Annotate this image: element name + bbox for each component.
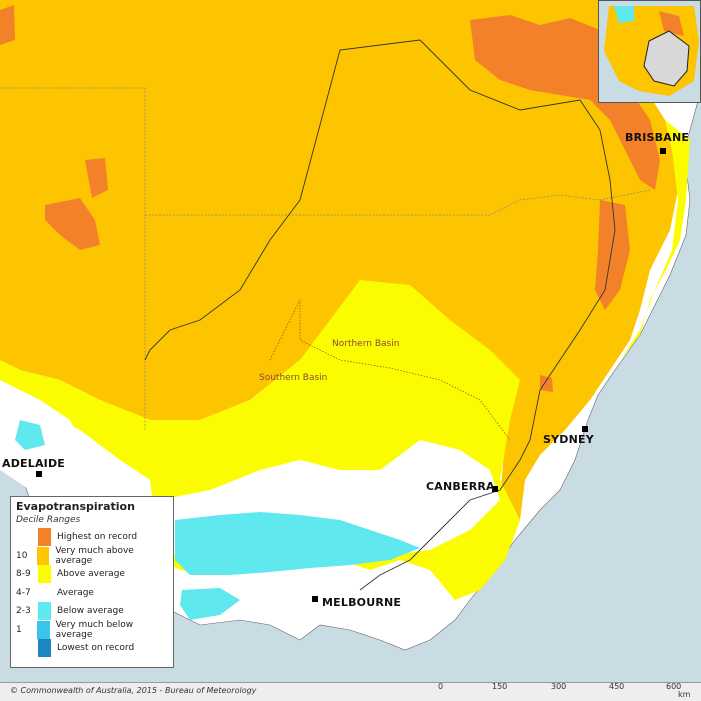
zone-highest-n [0,5,15,45]
legend-code: 8-9 [16,569,31,580]
legend-code: 10 [16,550,28,561]
state-borders [0,87,651,430]
legend-row: 8-9 Above average [16,565,168,584]
zone-very-much-above [0,0,678,590]
sydney-marker [582,426,588,432]
zone-highest-w2 [85,158,108,198]
legend-row: Lowest on record [16,639,168,658]
inset-map [598,0,701,103]
legend-swatch-lowest [38,639,51,658]
legend-title: Evapotranspiration [16,500,135,513]
zone-highest-e [595,200,630,310]
scale-tick: 150 [492,682,508,691]
legend-label: Lowest on record [57,643,135,654]
legend-row: 2-3 Below average [16,602,168,621]
zone-above-coast [620,120,690,360]
sydney-label: SYDNEY [543,433,594,446]
legend-label: Above average [57,569,125,580]
legend-label: Very much below average [55,619,134,640]
legend-row: 10 Very much above average [16,545,168,566]
zone-highest-e2 [540,375,553,392]
legend-label: Below average [57,606,124,617]
basin-divider [269,299,511,441]
brisbane-marker [660,148,666,154]
melbourne-label: MELBOURNE [322,596,402,609]
legend-swatch-average [38,583,51,602]
legend-label: Very much above average [55,545,134,566]
footer: © Commonwealth of Australia, 2015 - Bure… [0,682,701,701]
adelaide-marker [36,471,42,477]
zone-highest-w [45,198,100,250]
scale-tick: 450 [609,682,625,691]
legend-swatch-very-much-below [37,620,50,639]
basin-boundary [144,39,616,591]
legend-code: 1 [16,624,22,635]
legend-swatch-below [38,602,51,621]
zone-below [175,512,420,575]
adelaide-label: ADELAIDE [2,457,66,470]
brisbane-label: BRISBANE [625,131,690,144]
legend-row: 4-7 Average [16,583,168,603]
legend: Evapotranspiration Decile Ranges Highest… [10,496,174,668]
legend-code: 2-3 [16,606,31,617]
legend-row: 1 Very much below average [16,619,168,640]
legend-code: 4-7 [16,587,31,598]
melbourne-marker [312,596,318,602]
legend-label: Average [57,587,94,598]
legend-swatch-highest [38,528,51,547]
southern-basin-label: Southern Basin [259,373,328,383]
scale-tick: 300 [551,682,567,691]
legend-subtitle: Decile Ranges [16,515,81,525]
legend-swatch-above [38,565,51,584]
zone-below-3 [15,420,45,450]
canberra-label: CANBERRA [426,480,495,493]
scale-tick: 0 [438,682,444,691]
legend-row: Highest on record [16,528,168,547]
northern-basin-label: Northern Basin [332,339,400,349]
scale-tick: 600 [666,682,682,691]
zone-below-2 [180,588,240,620]
legend-label: Highest on record [57,532,138,543]
canberra-marker [492,486,498,492]
copyright-text: © Commonwealth of Australia, 2015 - Bure… [10,686,257,695]
legend-swatch-very-much-above [36,546,50,565]
zone-average-west [0,380,100,500]
scale-unit: km [678,690,691,699]
